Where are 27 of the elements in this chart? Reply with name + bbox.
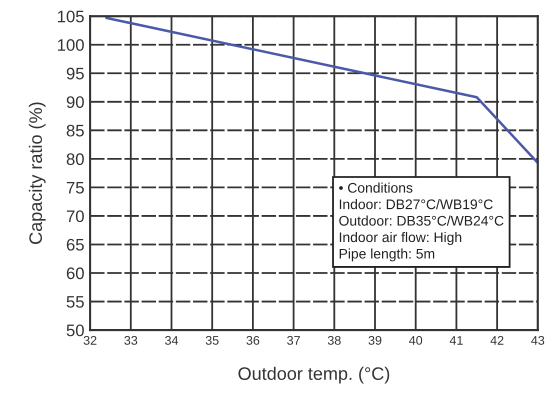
- y-tick-label: 50: [66, 324, 84, 336]
- x-tick-label: 41: [450, 336, 463, 345]
- x-tick-label: 39: [368, 336, 382, 345]
- y-tick-label: 95: [66, 68, 84, 80]
- y-tick-label: 60: [66, 267, 84, 280]
- annotation: • Conditions Indoor: DB27°C/WB19°C Outdoor: DB35°C/WB24°C Indoor air flow: High Pipe length: 5m: [339, 182, 504, 262]
- y-tick-label: 80: [66, 153, 84, 166]
- y-tick-label: 65: [66, 238, 84, 251]
- x-tick-label: 32: [84, 336, 96, 345]
- x-tick-label: 42: [490, 336, 504, 345]
- y-tick-label: 75: [66, 182, 84, 194]
- y-tick-label: 105: [58, 10, 84, 22]
- x-tick-label: 40: [409, 336, 422, 345]
- x-tick-label: 33: [124, 336, 138, 345]
- x-tick-label: 34: [165, 336, 178, 345]
- x-axis-title: Outdoor temp. (°C): [238, 366, 390, 384]
- x-tick-label: 35: [206, 336, 219, 345]
- x-tick-label: 43: [531, 336, 544, 345]
- y-axis-title: Capacity ratio (%): [28, 102, 46, 244]
- y-tick-label: 90: [66, 96, 84, 108]
- y-tick-label: 70: [66, 210, 84, 222]
- x-tick-label: 37: [287, 336, 300, 345]
- y-tick-label: 85: [66, 124, 84, 137]
- y-tick-label: 100: [58, 39, 84, 51]
- x-tick-label: 38: [328, 336, 341, 345]
- y-tick-label: 55: [66, 296, 84, 308]
- x-tick-label: 36: [246, 336, 260, 345]
